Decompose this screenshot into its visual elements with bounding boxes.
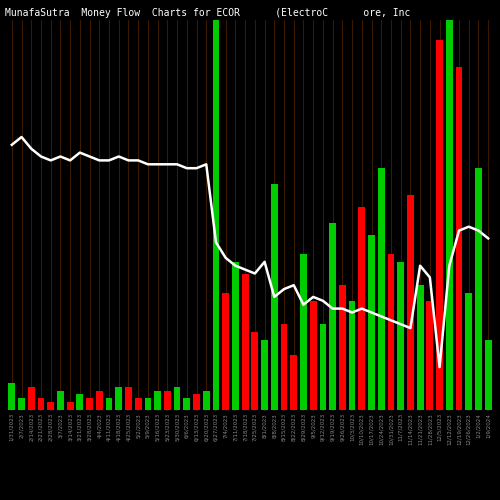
Bar [339, 285, 346, 410]
Bar [252, 332, 258, 410]
Bar [242, 274, 248, 410]
Bar [193, 394, 200, 410]
Bar [28, 386, 34, 410]
Bar [378, 168, 384, 410]
Bar [144, 398, 152, 410]
Bar [280, 324, 287, 410]
Bar [184, 398, 190, 410]
Bar [232, 262, 239, 410]
Bar [116, 386, 122, 410]
Bar [320, 324, 326, 410]
Bar [96, 390, 102, 410]
Bar [300, 254, 307, 410]
Bar [174, 386, 180, 410]
Bar [456, 67, 462, 410]
Bar [475, 168, 482, 410]
Bar [48, 402, 54, 410]
Bar [38, 398, 44, 410]
Bar [446, 20, 452, 410]
Bar [135, 398, 141, 410]
Bar [466, 293, 472, 410]
Bar [76, 394, 84, 410]
Bar [310, 301, 316, 410]
Bar [368, 234, 375, 410]
Bar [436, 40, 443, 410]
Bar [407, 196, 414, 410]
Bar [485, 340, 492, 410]
Bar [66, 402, 73, 410]
Bar [348, 301, 356, 410]
Bar [358, 207, 365, 410]
Bar [86, 398, 93, 410]
Bar [222, 293, 229, 410]
Text: MunafaSutra  Money Flow  Charts for ECOR      (ElectroC      ore, Inc: MunafaSutra Money Flow Charts for ECOR (… [5, 8, 410, 18]
Bar [271, 184, 278, 410]
Bar [212, 20, 220, 410]
Bar [154, 390, 161, 410]
Bar [426, 301, 434, 410]
Bar [329, 223, 336, 410]
Bar [290, 356, 297, 410]
Bar [398, 262, 404, 410]
Bar [388, 254, 394, 410]
Bar [416, 285, 424, 410]
Bar [203, 390, 209, 410]
Bar [18, 398, 25, 410]
Bar [106, 398, 112, 410]
Bar [164, 390, 171, 410]
Bar [8, 382, 15, 410]
Bar [125, 386, 132, 410]
Bar [57, 390, 64, 410]
Bar [261, 340, 268, 410]
